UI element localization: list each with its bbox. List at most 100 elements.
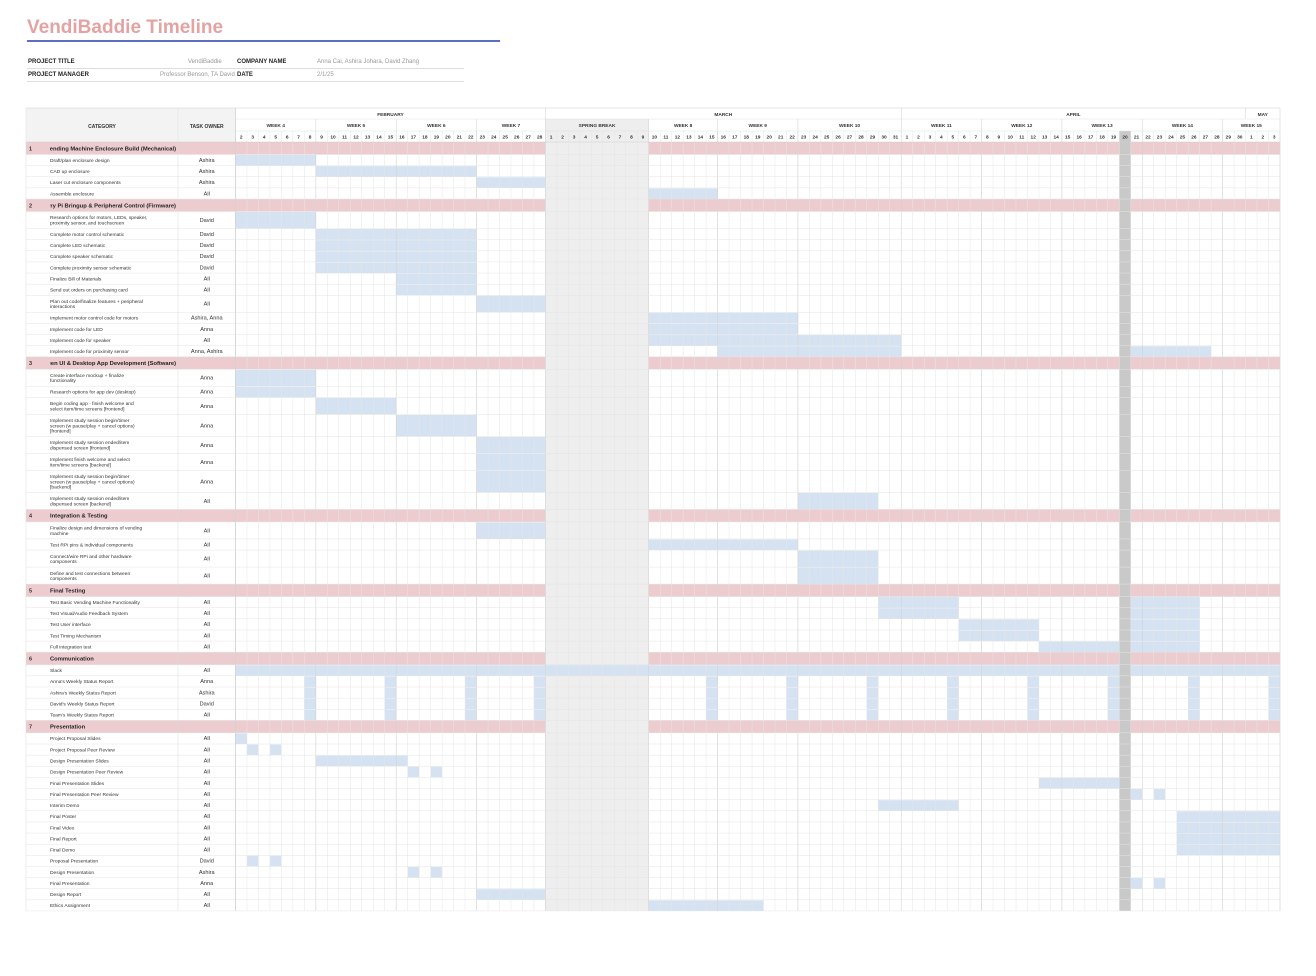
day-label: 7 bbox=[297, 135, 300, 141]
task-owner: All bbox=[204, 781, 210, 787]
task-bar bbox=[533, 698, 546, 710]
category-name-clip: Touchscreen UI & Desktop App Development… bbox=[22, 361, 176, 367]
task-owner: All bbox=[204, 892, 210, 898]
task-owner: All bbox=[204, 556, 210, 562]
day-label: 22 bbox=[468, 135, 474, 141]
day-label: 26 bbox=[835, 135, 841, 141]
task-owner: Anna bbox=[200, 679, 214, 685]
task-owner: Ashira bbox=[199, 870, 216, 876]
week-label: SPRING BREAK bbox=[579, 123, 616, 129]
day-label: 26 bbox=[514, 135, 520, 141]
task-name: select item/time screens [frontend] bbox=[50, 406, 125, 412]
task-bar bbox=[947, 676, 959, 687]
task-owner: David bbox=[200, 232, 214, 238]
task-owner: All bbox=[204, 191, 210, 197]
day-label: 6 bbox=[286, 135, 289, 141]
task-name: Design Presentation Slides bbox=[50, 759, 109, 765]
task-bar bbox=[235, 665, 1280, 676]
task-bar bbox=[384, 676, 397, 687]
day-label: 3 bbox=[929, 135, 932, 141]
task-bar bbox=[1268, 698, 1280, 710]
day-label: 18 bbox=[422, 135, 428, 141]
task-bar bbox=[1268, 709, 1280, 721]
category-name: Presentation bbox=[50, 725, 86, 731]
task-bar bbox=[1176, 833, 1280, 845]
task-bar bbox=[396, 273, 477, 285]
category-number: 4 bbox=[29, 514, 33, 520]
category-name: Touchscreen UI & Desktop App Development… bbox=[22, 361, 176, 367]
day-label: 23 bbox=[801, 135, 807, 141]
project-title-label: PROJECT TITLE bbox=[28, 59, 75, 65]
day-label: 2 bbox=[240, 135, 243, 141]
task-name: dispensed screen [backend] bbox=[50, 501, 112, 507]
task-bar bbox=[797, 550, 879, 568]
task-bar bbox=[235, 733, 247, 745]
task-name: screen (w pause/play + cancel options) bbox=[50, 423, 135, 429]
task-owner: All bbox=[204, 836, 210, 842]
task-bar bbox=[958, 630, 1039, 642]
task-bar bbox=[866, 709, 879, 721]
category-number: 6 bbox=[29, 656, 32, 662]
day-label: 29 bbox=[870, 135, 876, 141]
task-name: Final Presentation Peer Review bbox=[50, 792, 119, 798]
task-bar bbox=[1176, 822, 1280, 834]
project-manager-value[interactable]: Professor Benson, TA David bbox=[160, 72, 235, 78]
day-label: 17 bbox=[1088, 135, 1094, 141]
day-label: 21 bbox=[457, 135, 463, 141]
category-header: CATEGORY bbox=[88, 124, 116, 130]
day-label: 19 bbox=[755, 135, 761, 141]
task-name: components bbox=[50, 559, 77, 565]
task-bar bbox=[465, 698, 477, 710]
week-label: WEEK 7 bbox=[502, 123, 521, 129]
task-name: Complete LED schematic bbox=[50, 243, 106, 249]
task-owner: All bbox=[204, 528, 210, 534]
day-label: 11 bbox=[342, 135, 347, 141]
day-label: 14 bbox=[1054, 135, 1060, 141]
task-name: Assemble enclosure bbox=[50, 191, 94, 197]
task-name: item/time screens [backend] bbox=[50, 462, 112, 468]
category-number: 1 bbox=[29, 146, 32, 152]
meta-divider bbox=[27, 81, 464, 82]
month-label: APRIL bbox=[1066, 112, 1080, 118]
date-value[interactable]: 2/1/25 bbox=[317, 72, 334, 78]
category-name: Vending Machine Enclosure Build (Mechani… bbox=[46, 146, 176, 152]
task-owner: All bbox=[204, 542, 210, 548]
task-name: Complete proximity sensor schematic bbox=[50, 265, 132, 271]
category-name-clip: Final Testing bbox=[50, 588, 86, 594]
day-label: 1 bbox=[550, 135, 553, 141]
task-name: Define and test connections between bbox=[50, 571, 130, 577]
task-name: Project Proposal Slides bbox=[50, 736, 101, 742]
task-name: Interim Demo bbox=[50, 803, 80, 809]
week-label: WEEK 11 bbox=[931, 123, 952, 129]
task-owner: Anna bbox=[200, 404, 214, 410]
day-label: 12 bbox=[675, 135, 681, 141]
task-bar bbox=[384, 698, 397, 710]
week-label: WEEK 5 bbox=[347, 123, 366, 129]
task-owner: All bbox=[204, 288, 210, 294]
month-label: MAY bbox=[1258, 112, 1269, 118]
task-name: Project Proposal Peer Review bbox=[50, 747, 115, 753]
task-bar bbox=[304, 698, 316, 710]
day-label: 25 bbox=[824, 135, 830, 141]
task-bar bbox=[648, 539, 798, 551]
task-owner: Anna bbox=[200, 881, 214, 887]
task-bar bbox=[706, 709, 718, 721]
task-bar bbox=[866, 687, 879, 699]
day-label: 7 bbox=[619, 135, 622, 141]
day-label: 4 bbox=[940, 135, 943, 141]
day-label: 11 bbox=[1019, 135, 1024, 141]
category-band bbox=[648, 142, 1280, 155]
week-label: WEEK 15 bbox=[1241, 123, 1262, 129]
day-label: 23 bbox=[1157, 135, 1163, 141]
task-name: Implement code for proximity sensor bbox=[50, 349, 129, 355]
task-owner-header: TASK OWNER bbox=[190, 124, 224, 130]
category-name: Integration & Testing bbox=[50, 514, 108, 520]
task-bar bbox=[1130, 878, 1143, 889]
month-label: FEBRUARY bbox=[377, 112, 404, 118]
company-name-value[interactable]: Anna Cai, Ashira Johara, David Zhang bbox=[317, 59, 420, 65]
project-title-value[interactable]: VendiBaddie bbox=[188, 59, 222, 65]
task-name: Final Demo bbox=[50, 848, 75, 854]
task-owner: Anna bbox=[200, 479, 214, 485]
page-title: VendiBaddie Timeline bbox=[27, 17, 224, 38]
task-name: Design Presentation bbox=[50, 870, 94, 876]
